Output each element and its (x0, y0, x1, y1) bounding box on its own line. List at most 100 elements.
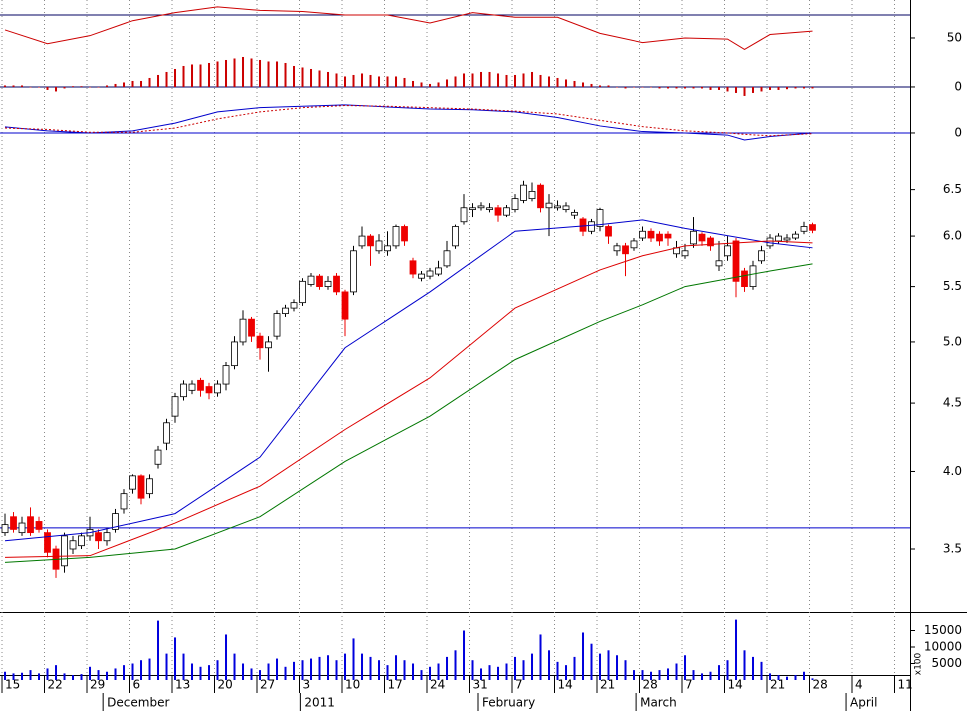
candle-body (749, 265, 757, 287)
bar (182, 653, 185, 680)
bar (514, 656, 517, 680)
candle-body (630, 240, 638, 249)
candle-body (579, 218, 587, 232)
series-line (4, 105, 813, 137)
bar (318, 656, 321, 680)
bar (522, 73, 525, 87)
candle-body (367, 235, 374, 247)
bar (191, 663, 194, 680)
y-tick-label: 6.0 (943, 229, 962, 243)
bar (386, 665, 389, 680)
bar (777, 86, 780, 90)
x-tick-label: 7 (685, 678, 693, 692)
candle-body (758, 250, 765, 262)
candle-body (809, 224, 816, 231)
candle-body (265, 341, 272, 349)
candle-body (188, 383, 196, 391)
bar (701, 673, 704, 680)
candle-body (707, 237, 714, 247)
bar (233, 653, 236, 680)
bar (131, 80, 134, 87)
bar (395, 655, 398, 680)
bar (726, 86, 729, 92)
bar (658, 86, 661, 89)
candle-body (562, 205, 570, 211)
bar (29, 670, 32, 680)
candle-body (460, 207, 468, 223)
bar (301, 660, 304, 680)
candle-body (273, 313, 281, 337)
bar (769, 86, 772, 90)
bar (80, 86, 83, 87)
bar (692, 670, 695, 680)
y-tick-label: 3.5 (943, 541, 962, 555)
bar (191, 64, 194, 87)
bar (607, 650, 610, 680)
x-tick-label: 24 (430, 678, 445, 692)
bar (182, 65, 185, 87)
y-tick-label: 6.5 (943, 182, 962, 196)
candle-body (27, 516, 34, 534)
series-line (4, 6, 813, 51)
bar (505, 663, 508, 680)
bar (140, 660, 143, 680)
bar (216, 660, 219, 680)
bar (386, 76, 389, 87)
candle-body (494, 207, 502, 216)
bar (276, 61, 279, 87)
series-line (5, 240, 813, 558)
candle-body (375, 240, 383, 252)
bar (55, 665, 58, 680)
candle-body (120, 493, 128, 510)
y-tick-label: 0 (954, 125, 962, 139)
bar (216, 61, 219, 87)
candle-body (409, 260, 417, 275)
bar (72, 675, 75, 680)
bar (148, 658, 151, 680)
bar (420, 670, 423, 680)
bar (21, 672, 24, 680)
bar (344, 653, 347, 680)
bar (208, 665, 211, 680)
candle-body (239, 318, 247, 343)
bar (140, 80, 143, 87)
candle-body (171, 396, 179, 417)
bar (684, 86, 687, 89)
y-tick-label: 15000 (924, 623, 962, 637)
bar (429, 666, 432, 680)
bar (803, 671, 806, 680)
bar (63, 673, 66, 680)
bar (259, 59, 262, 87)
bar (157, 620, 160, 680)
bar (633, 86, 636, 88)
x-tick-label: 21 (600, 678, 615, 692)
bar (267, 663, 270, 680)
candle-body (588, 221, 595, 232)
month-label: February (482, 696, 535, 710)
bar (684, 655, 687, 680)
candle-body (469, 207, 476, 211)
y-tick-label: 4.5 (943, 396, 962, 410)
bar (242, 56, 245, 87)
unit-label: x100 (914, 652, 924, 675)
candle-body (732, 240, 740, 282)
candle-body (715, 260, 723, 267)
candle-body (324, 280, 332, 287)
bar (692, 86, 695, 89)
candle-body (307, 275, 315, 285)
candle-body (290, 302, 298, 309)
bar (573, 656, 576, 680)
candle-body (792, 233, 799, 239)
bar (106, 671, 109, 680)
bar (327, 71, 330, 87)
candle-body (690, 230, 697, 245)
candle-body (112, 513, 119, 530)
bar (667, 668, 670, 680)
bar (675, 86, 678, 89)
bar (148, 77, 151, 87)
bar (284, 62, 287, 87)
candle-body (1, 524, 9, 534)
bar (641, 86, 644, 88)
month-label: 2011 (304, 696, 335, 710)
